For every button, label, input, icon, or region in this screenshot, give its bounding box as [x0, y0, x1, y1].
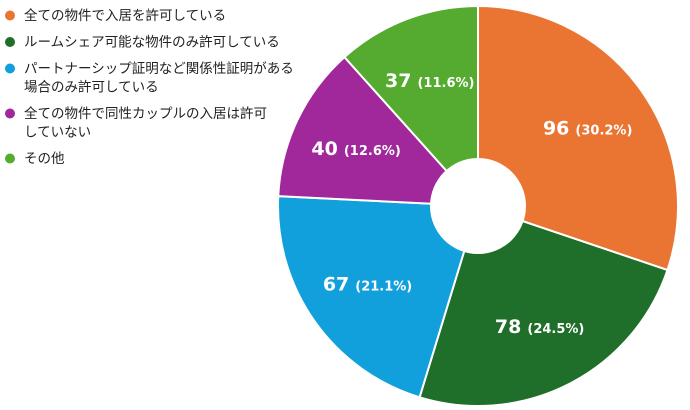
pie-slice [343, 4, 479, 209]
slice-value: 96 [543, 117, 569, 139]
legend-marker [5, 10, 15, 21]
slice-percent: (11.6%) [417, 76, 474, 91]
slice-percent: (30.2%) [575, 123, 632, 138]
slice-data-label: 96 (30.2%) [543, 117, 632, 139]
slice-data-label: 67 (21.1%) [323, 274, 412, 296]
legend-label: 場合のみ許可している [24, 80, 159, 96]
pie-slice [277, 195, 480, 399]
pie-slice [418, 204, 669, 407]
slice-value: 37 [385, 70, 411, 92]
slice-percent: (24.5%) [527, 322, 584, 337]
slice-value: 40 [311, 138, 337, 160]
pie-slices [277, 4, 679, 407]
legend-label: パートナーシップ証明など関係性証明がある [24, 61, 294, 77]
legend-item: その他 [5, 151, 65, 167]
pie-slice [477, 4, 679, 272]
legend-item: 全ての物件で入居を許可している [5, 7, 226, 24]
slice-data-label: 40 (12.6%) [311, 138, 400, 160]
legend-label: 全ての物件で入居を許可している [24, 7, 226, 24]
donut-hole [430, 158, 526, 254]
slice-value: 67 [323, 274, 349, 296]
legend-marker [5, 37, 15, 47]
legend-item: ルームシェア可能な物件のみ許可している [5, 35, 280, 51]
slice-data-label: 78 (24.5%) [495, 316, 584, 338]
slice-value: 78 [495, 316, 521, 338]
legend-marker [5, 153, 15, 164]
pie-slice [277, 55, 481, 208]
slice-percent: (21.1%) [355, 280, 412, 295]
slice-percent: (12.6%) [344, 144, 401, 159]
legend-label: していない [24, 125, 91, 141]
legend-marker [5, 63, 15, 74]
legend: 全ての物件で入居を許可しているルームシェア可能な物件のみ許可しているパートナーシ… [5, 7, 294, 167]
slice-data-label: 37 (11.6%) [385, 70, 474, 92]
legend-label: 全ての物件で同性カップルの入居は許可 [24, 105, 267, 122]
slice-labels: 96 (30.2%) 78 (24.5%) 67 (21.1%) 40 (12.6%) 37 (1… [311, 70, 632, 338]
legend-label: その他 [24, 151, 65, 167]
legend-marker [5, 108, 15, 119]
legend-label: ルームシェア可能な物件のみ許可している [24, 35, 280, 51]
